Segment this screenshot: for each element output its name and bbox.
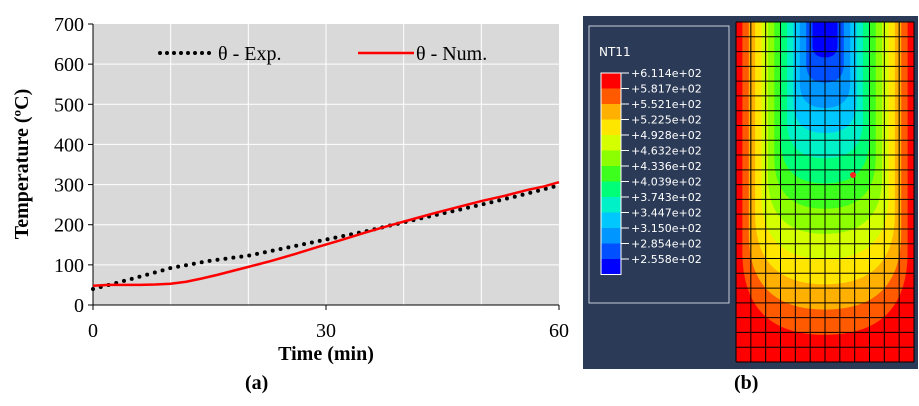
contour-mesh <box>735 21 915 363</box>
y-axis-label: Temperature (ºC) <box>11 89 33 239</box>
legend-value: +5.817e+02 <box>631 83 702 96</box>
legend-color-swatch <box>601 259 621 275</box>
x-tick-label: 30 <box>316 320 336 342</box>
legend-color-swatch <box>601 181 621 197</box>
legend-box <box>588 25 730 304</box>
legend-value: +3.447e+02 <box>631 207 702 220</box>
legend-color-swatch <box>601 228 621 244</box>
x-tick-label: 0 <box>88 320 98 342</box>
legend-value: +3.150e+02 <box>631 222 702 235</box>
legend-color-swatch <box>601 243 621 259</box>
series-line-exp <box>91 183 561 291</box>
legend-color-swatch <box>601 88 621 104</box>
legend-color-swatch <box>601 73 621 89</box>
legend-color-swatch <box>601 212 621 228</box>
legend-value: +5.521e+02 <box>631 98 702 111</box>
panel-b-caption: (b) <box>734 372 759 394</box>
legend-value: +2.558e+02 <box>631 253 702 266</box>
legend-color-swatch <box>601 104 621 120</box>
legend-value: +5.225e+02 <box>631 114 702 127</box>
y-tick-label: 500 <box>54 94 84 116</box>
y-tick-label: 0 <box>74 295 84 317</box>
y-tick-labels: 0 100 200 300 400 500 600 700 <box>54 14 93 317</box>
legend-title: NT11 <box>599 45 631 59</box>
x-axis-label: Time (min) <box>278 343 374 365</box>
legend-color-swatch <box>601 166 621 182</box>
x-tick-labels: 0 30 60 <box>88 305 569 342</box>
legend-value: +4.928e+02 <box>631 129 702 142</box>
legend-color-swatch <box>601 150 621 166</box>
legend-color-swatch <box>601 135 621 151</box>
legend-value: +4.039e+02 <box>631 176 702 189</box>
y-tick-label: 400 <box>54 134 84 156</box>
legend: θ - Exp. θ - Num. <box>158 43 487 65</box>
panel-a-caption: (a) <box>245 372 269 394</box>
grid-lines <box>93 24 559 305</box>
series-group <box>91 180 561 291</box>
probe-point <box>850 172 856 178</box>
legend-swatch-border <box>600 72 622 275</box>
series-line-num <box>92 180 560 287</box>
legend-value: +4.336e+02 <box>631 160 702 173</box>
legend-label-exp: θ - Exp. <box>218 43 281 65</box>
y-tick-label: 100 <box>54 255 84 277</box>
y-tick-label: 300 <box>54 175 84 197</box>
contour-legend: +6.114e+02 +5.817e+02 +5.521e+02 +5.225e+02… <box>600 67 702 275</box>
legend-value: +2.854e+02 <box>631 238 702 251</box>
legend-color-swatch <box>601 197 621 213</box>
contour-plot: NT11 +6.114e+02 +5.817e+02 +5.521e+02 +5.22… <box>583 16 918 369</box>
y-tick-label: 600 <box>54 54 84 76</box>
legend-value: +4.632e+02 <box>631 145 702 158</box>
y-tick-label: 700 <box>54 14 84 36</box>
legend-value: +6.114e+02 <box>631 67 702 80</box>
y-tick-label: 200 <box>54 215 84 237</box>
x-tick-label: 60 <box>549 320 569 342</box>
legend-color-swatch <box>601 119 621 135</box>
legend-value: +3.743e+02 <box>631 191 702 204</box>
legend-label-num: θ - Num. <box>416 43 487 65</box>
